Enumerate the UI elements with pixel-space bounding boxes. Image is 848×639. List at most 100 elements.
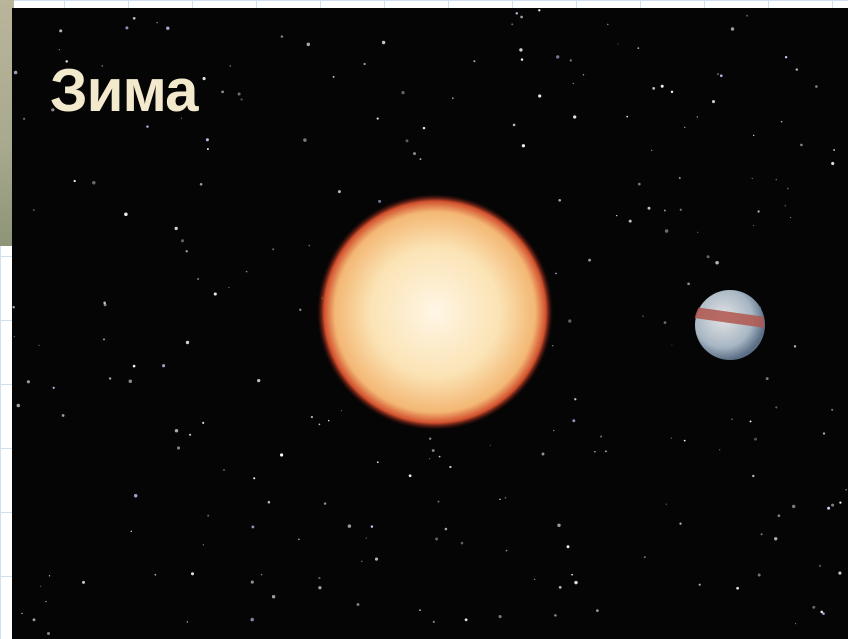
- star: [760, 533, 763, 536]
- star: [753, 134, 755, 137]
- star: [166, 26, 170, 30]
- star: [670, 90, 674, 94]
- star: [697, 231, 699, 233]
- star: [757, 573, 761, 577]
- star: [223, 469, 225, 471]
- star: [831, 503, 835, 507]
- star: [48, 575, 51, 577]
- star: [571, 573, 573, 576]
- star: [505, 549, 508, 552]
- star: [660, 84, 664, 88]
- star: [719, 74, 723, 78]
- star: [822, 432, 826, 435]
- star: [715, 260, 719, 265]
- star: [838, 571, 842, 575]
- star: [795, 623, 797, 625]
- star: [533, 578, 536, 581]
- star: [451, 97, 454, 100]
- star: [664, 229, 669, 233]
- star: [13, 335, 16, 338]
- star: [626, 115, 629, 118]
- star: [405, 139, 409, 143]
- space-image: Зима: [12, 8, 848, 639]
- star: [299, 308, 302, 311]
- star: [197, 278, 199, 280]
- star: [812, 605, 816, 609]
- star: [696, 116, 699, 118]
- star: [515, 12, 519, 15]
- star: [511, 23, 514, 26]
- star: [754, 437, 757, 441]
- star: [221, 90, 224, 94]
- star: [422, 126, 426, 130]
- star: [687, 282, 690, 286]
- star: [793, 345, 797, 348]
- star: [437, 500, 440, 503]
- star: [574, 580, 578, 585]
- star: [419, 609, 421, 611]
- star: [101, 65, 104, 67]
- star: [519, 48, 523, 52]
- star: [557, 523, 561, 528]
- star: [102, 338, 106, 341]
- star: [185, 340, 190, 345]
- star: [777, 514, 781, 518]
- star: [711, 100, 716, 104]
- star: [154, 573, 157, 576]
- star: [185, 250, 188, 253]
- star: [21, 612, 23, 615]
- star: [678, 177, 681, 179]
- star: [180, 239, 185, 243]
- star: [365, 537, 367, 539]
- star: [665, 503, 667, 505]
- star: [202, 421, 205, 424]
- star: [73, 179, 76, 183]
- star: [229, 65, 232, 67]
- star: [498, 615, 502, 619]
- star: [125, 26, 129, 30]
- star: [376, 117, 379, 120]
- star: [790, 217, 792, 219]
- star: [257, 378, 261, 383]
- star: [180, 117, 183, 119]
- star: [228, 287, 230, 289]
- star: [205, 138, 209, 142]
- star: [361, 560, 363, 562]
- star: [596, 609, 599, 612]
- star: [460, 541, 464, 545]
- star: [58, 49, 61, 51]
- star: [552, 345, 554, 347]
- star: [298, 538, 300, 541]
- star: [306, 42, 311, 47]
- star: [774, 537, 778, 541]
- star: [189, 433, 192, 436]
- star: [318, 586, 322, 590]
- star: [504, 496, 507, 499]
- star: [719, 449, 721, 451]
- star: [132, 16, 136, 20]
- star: [245, 270, 248, 273]
- star: [213, 292, 217, 296]
- star: [698, 583, 701, 586]
- star: [716, 72, 720, 76]
- star: [128, 379, 133, 384]
- star: [616, 214, 618, 217]
- star: [449, 465, 452, 469]
- star: [582, 74, 585, 76]
- star: [376, 461, 379, 464]
- star: [186, 621, 189, 623]
- star: [419, 158, 422, 161]
- star: [752, 474, 755, 478]
- star: [572, 419, 576, 423]
- star: [780, 120, 783, 123]
- star: [521, 144, 526, 148]
- star: [310, 415, 314, 419]
- star: [553, 429, 555, 432]
- star: [775, 406, 778, 409]
- star: [679, 522, 682, 525]
- star: [683, 439, 686, 442]
- star: [784, 205, 786, 207]
- star: [775, 179, 777, 181]
- star: [541, 452, 545, 456]
